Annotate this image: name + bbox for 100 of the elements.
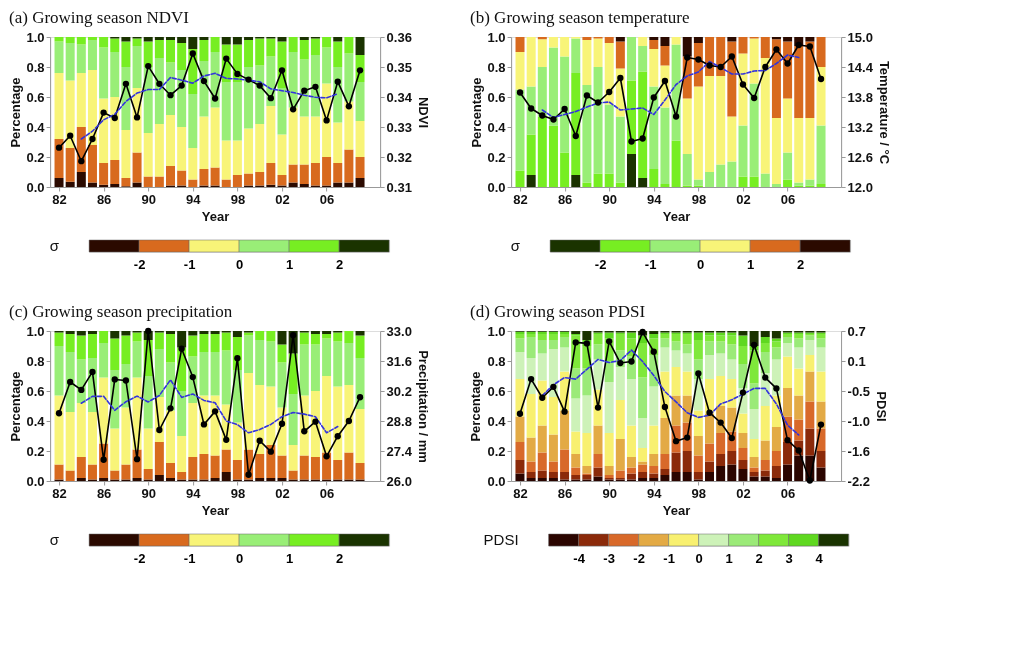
y-tick-label: 1.0 — [26, 323, 45, 339]
color-bar-label: 2 — [797, 256, 805, 272]
x-tick-label: 98 — [230, 191, 246, 207]
y2-tick-label: 27.4 — [386, 443, 413, 459]
y2-axis-title: Precipitation / mm — [415, 350, 431, 463]
x-tick-label: 98 — [230, 485, 246, 501]
x-tick-label: 06 — [319, 485, 335, 501]
color-bar-label: 0 — [236, 550, 244, 566]
y2-tick-label: 0.1 — [847, 353, 866, 369]
x-tick-label: 90 — [602, 191, 617, 207]
y-tick-label: 0.6 — [26, 89, 45, 105]
y-tick-label: 1.0 — [487, 29, 506, 45]
color-bar-label: 0 — [695, 550, 703, 566]
x-tick-label: 82 — [513, 191, 528, 207]
color-bar-title: PDSI — [483, 531, 519, 548]
y2-tick-label: -1.6 — [847, 443, 870, 459]
y-tick-label: 0.8 — [26, 59, 45, 75]
y-axis-title: Percentage — [7, 371, 23, 442]
y2-tick-label: 33.0 — [386, 323, 412, 339]
chart-title: (a) Growing season NDVI — [9, 8, 190, 27]
y-tick-label: 0.6 — [487, 383, 506, 399]
y2-tick-label: 0.34 — [386, 89, 413, 105]
color-bar-label: 2 — [336, 550, 344, 566]
y2-tick-label: 0.7 — [847, 323, 866, 339]
color-bar-label: 1 — [286, 550, 294, 566]
x-tick-label: 02 — [275, 191, 290, 207]
y-tick-label: 0.8 — [487, 59, 506, 75]
color-bar-label: 3 — [785, 550, 793, 566]
y2-tick-label: 26.0 — [386, 473, 412, 489]
x-tick-label: 94 — [647, 485, 663, 501]
color-bar-label: -2 — [133, 550, 146, 566]
y2-tick-label: 28.8 — [386, 413, 412, 429]
y2-tick-label: 13.8 — [847, 89, 873, 105]
color-bar-label: -1 — [663, 550, 675, 566]
y-axis-title: Percentage — [7, 77, 23, 148]
x-tick-label: 98 — [691, 485, 707, 501]
chart-title: (c) Growing season precipitation — [9, 302, 233, 321]
color-bar-title: σ — [49, 237, 60, 254]
x-tick-label: 94 — [647, 191, 663, 207]
x-tick-label: 90 — [141, 485, 156, 501]
y2-tick-label: 31.6 — [386, 353, 412, 369]
chart-title: (b) Growing season temperature — [470, 8, 690, 27]
color-bar-title: σ — [510, 237, 521, 254]
color-bar-label: 1 — [747, 256, 755, 272]
x-tick-label: 90 — [602, 485, 617, 501]
y2-tick-label: 0.35 — [386, 59, 412, 75]
y2-tick-label: -0.5 — [847, 383, 870, 399]
x-tick-label: 86 — [96, 191, 112, 207]
x-tick-label: 82 — [513, 485, 528, 501]
y-tick-label: 0.8 — [26, 353, 45, 369]
color-bar-label: -1 — [644, 256, 657, 272]
y2-tick-label: 14.4 — [847, 59, 874, 75]
y2-tick-label: 0.31 — [386, 179, 412, 195]
color-bar-label: -1 — [183, 256, 196, 272]
y-axis-title: Percentage — [468, 371, 484, 442]
color-bar-label: 4 — [815, 550, 824, 566]
y2-tick-label: 0.32 — [386, 149, 412, 165]
y2-tick-label: 12.0 — [847, 179, 873, 195]
x-tick-label: 06 — [780, 191, 796, 207]
y2-tick-label: 30.2 — [386, 383, 412, 399]
x-axis-title: Year — [662, 208, 691, 224]
y-tick-label: 0.0 — [487, 179, 506, 195]
y2-axis-title: Temperature / °C — [876, 60, 892, 165]
y2-tick-label: 12.6 — [847, 149, 873, 165]
y-tick-label: 0.0 — [26, 179, 45, 195]
x-tick-label: 86 — [557, 191, 573, 207]
x-tick-label: 82 — [52, 485, 67, 501]
x-tick-label: 98 — [691, 191, 707, 207]
y-tick-label: 0.4 — [26, 119, 46, 135]
color-bar-label: -3 — [603, 550, 615, 566]
y-tick-label: 0.4 — [487, 119, 507, 135]
x-tick-label: 02 — [275, 485, 290, 501]
y2-tick-label: -1.0 — [847, 413, 870, 429]
y-tick-label: 1.0 — [487, 323, 506, 339]
y-tick-label: 0.4 — [26, 413, 46, 429]
x-axis-title: Year — [201, 208, 230, 224]
y-tick-label: 0.4 — [487, 413, 507, 429]
color-bar-label: -1 — [183, 550, 196, 566]
x-tick-label: 82 — [52, 191, 67, 207]
y-axis-title: Percentage — [468, 77, 484, 148]
chart-title: (d) Growing season PDSI — [469, 302, 646, 321]
color-bar-label: 0 — [697, 256, 705, 272]
color-bar-label: -2 — [633, 550, 645, 566]
x-tick-label: 06 — [780, 485, 796, 501]
y2-tick-label: -2.2 — [847, 473, 870, 489]
color-bar-label: 1 — [725, 550, 733, 566]
y-tick-label: 0.0 — [26, 473, 45, 489]
y2-tick-label: 13.2 — [847, 119, 873, 135]
y2-tick-label: 15.0 — [847, 29, 873, 45]
y2-tick-label: 0.33 — [386, 119, 412, 135]
color-bar-label: 2 — [755, 550, 763, 566]
y-tick-label: 0.2 — [487, 149, 506, 165]
y-tick-label: 0.2 — [26, 443, 45, 459]
y2-axis-title: NDVI — [415, 96, 431, 129]
x-tick-label: 90 — [141, 191, 156, 207]
color-bar-label: 0 — [236, 256, 244, 272]
y-tick-label: 0.2 — [487, 443, 506, 459]
x-tick-label: 02 — [736, 191, 751, 207]
color-bar-title: σ — [49, 531, 60, 548]
color-bar-label: -4 — [573, 550, 586, 566]
